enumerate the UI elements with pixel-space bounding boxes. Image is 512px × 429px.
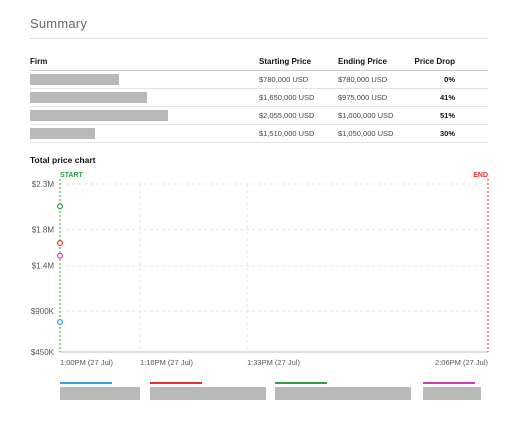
title-divider <box>30 38 488 39</box>
redacted-legend-label <box>60 387 140 400</box>
header-price-drop: Price Drop <box>414 52 488 71</box>
price-drop-cell: 41% <box>414 88 488 107</box>
redacted-legend-label <box>275 387 411 400</box>
starting-price-cell: $780,000 USD <box>259 70 338 89</box>
data-point <box>56 319 63 326</box>
data-point <box>56 203 63 210</box>
ending-price-cell: $1,000,000 USD <box>338 106 414 125</box>
redacted-firm-name <box>30 92 147 103</box>
legend-item[interactable] <box>150 382 266 402</box>
legend-item[interactable] <box>60 382 140 402</box>
summary-title: Summary <box>30 16 88 31</box>
starting-price-cell: $2,055,000 USD <box>259 106 338 125</box>
legend-swatch <box>423 382 475 384</box>
price-drop-cell: 30% <box>414 124 488 143</box>
x-tick-label: 1:16PM (27 Jul) <box>140 358 193 367</box>
redacted-firm-name <box>30 110 168 121</box>
legend-item[interactable] <box>275 382 411 402</box>
price-drop-cell: 0% <box>414 70 488 89</box>
redacted-firm-name <box>30 74 119 85</box>
firm-cell <box>30 124 259 143</box>
table-row: $1,650,000 USD $975,000 USD 41% <box>30 88 488 107</box>
starting-price-cell: $1,650,000 USD <box>259 88 338 107</box>
y-tick-label: $1.4M <box>32 262 55 271</box>
summary-table: Firm Starting Price Ending Price Price D… <box>30 52 488 143</box>
redacted-firm-name <box>30 128 95 139</box>
redacted-legend-label <box>150 387 266 400</box>
legend-item[interactable] <box>423 382 481 402</box>
firm-cell <box>30 88 259 107</box>
table-row: $780,000 USD $780,000 USD 0% <box>30 70 488 89</box>
y-tick-label: $900K <box>31 307 55 316</box>
legend-swatch <box>150 382 202 384</box>
firm-cell <box>30 70 259 89</box>
header-firm: Firm <box>30 52 259 71</box>
price-drop-cell: 51% <box>414 106 488 125</box>
header-starting-price: Starting Price <box>259 52 338 71</box>
starting-price-cell: $1,510,000 USD <box>259 124 338 143</box>
start-label: START <box>60 172 84 179</box>
x-tick-label: 1:33PM (27 Jul) <box>247 358 300 367</box>
table-row: $2,055,000 USD $1,000,000 USD 51% <box>30 106 488 125</box>
table-header-row: Firm Starting Price Ending Price Price D… <box>30 52 488 71</box>
chart-title: Total price chart <box>30 155 96 165</box>
table-row: $1,510,000 USD $1,050,000 USD 30% <box>30 124 488 143</box>
y-tick-label: $1.8M <box>32 225 55 234</box>
data-point <box>56 252 63 259</box>
x-tick-label: 1:00PM (27 Jul) <box>60 358 113 367</box>
header-ending-price: Ending Price <box>338 52 414 71</box>
firm-cell <box>30 106 259 125</box>
total-price-chart: $2.3M $1.8M $1.4M $900K $450K 1:00PM (27 Jul… <box>31 172 489 367</box>
ending-price-cell: $975,000 USD <box>338 88 414 107</box>
ending-price-cell: $1,050,000 USD <box>338 124 414 143</box>
x-tick-label: 2:06PM (27 Jul) <box>435 358 488 367</box>
ending-price-cell: $780,000 USD <box>338 70 414 89</box>
legend-swatch <box>60 382 112 384</box>
legend-swatch <box>275 382 327 384</box>
y-tick-label: $450K <box>31 348 55 357</box>
end-label: END <box>473 172 488 179</box>
y-tick-label: $2.3M <box>32 180 55 189</box>
data-point <box>56 240 63 247</box>
redacted-legend-label <box>423 387 481 400</box>
